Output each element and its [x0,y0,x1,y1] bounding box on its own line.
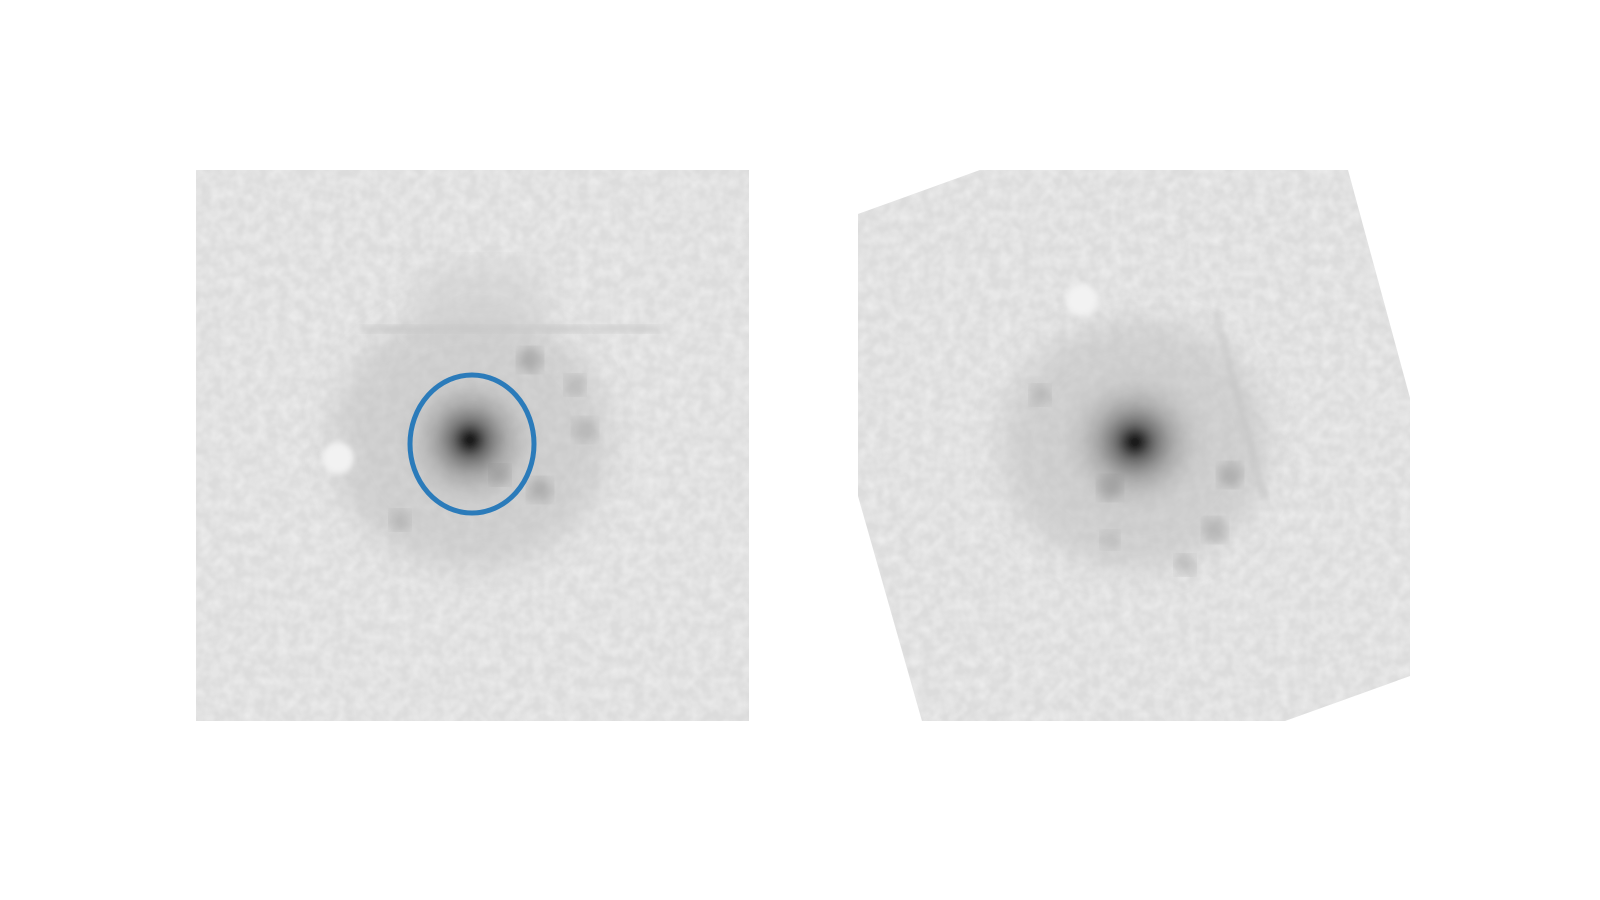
right-image-panel [858,170,1410,721]
annotation-ellipse [407,372,537,516]
left-image-panel [196,170,749,721]
